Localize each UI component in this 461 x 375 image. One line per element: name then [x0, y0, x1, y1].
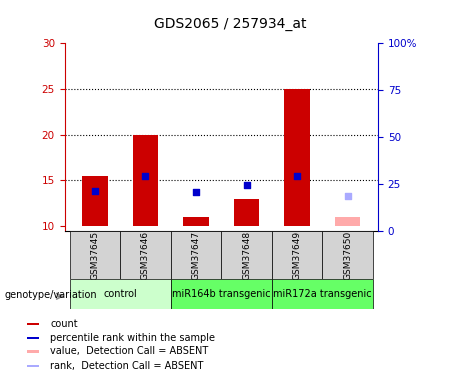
- Bar: [335, 217, 361, 226]
- Point: [91, 188, 99, 194]
- Text: value,  Detection Call = ABSENT: value, Detection Call = ABSENT: [50, 346, 208, 357]
- Bar: [27, 350, 39, 352]
- Bar: [171, 279, 272, 309]
- Bar: [221, 231, 272, 279]
- Text: GSM37646: GSM37646: [141, 230, 150, 280]
- Bar: [133, 135, 158, 226]
- Text: rank,  Detection Call = ABSENT: rank, Detection Call = ABSENT: [50, 361, 204, 371]
- Bar: [27, 337, 39, 339]
- Text: GSM37649: GSM37649: [293, 230, 301, 280]
- Text: GSM37648: GSM37648: [242, 230, 251, 280]
- Point: [294, 173, 301, 179]
- Point: [344, 193, 351, 199]
- Bar: [322, 231, 373, 279]
- Bar: [171, 231, 221, 279]
- Text: control: control: [103, 290, 137, 299]
- Bar: [27, 323, 39, 326]
- Bar: [284, 89, 310, 226]
- Text: GSM37647: GSM37647: [191, 230, 201, 280]
- Text: percentile rank within the sample: percentile rank within the sample: [50, 333, 215, 343]
- Bar: [272, 231, 322, 279]
- Text: GDS2065 / 257934_at: GDS2065 / 257934_at: [154, 17, 307, 31]
- Point: [142, 173, 149, 179]
- Text: miR164b transgenic: miR164b transgenic: [172, 290, 271, 299]
- Bar: [120, 231, 171, 279]
- Bar: [234, 199, 259, 226]
- Text: miR172a transgenic: miR172a transgenic: [273, 290, 372, 299]
- Bar: [70, 279, 171, 309]
- Bar: [70, 231, 120, 279]
- Bar: [27, 364, 39, 367]
- Bar: [272, 279, 373, 309]
- Point: [192, 189, 200, 195]
- Text: GSM37645: GSM37645: [90, 230, 100, 280]
- Point: [243, 182, 250, 188]
- Bar: [183, 217, 209, 226]
- Text: GSM37650: GSM37650: [343, 230, 352, 280]
- Bar: [82, 176, 107, 226]
- Text: count: count: [50, 319, 78, 329]
- Text: genotype/variation: genotype/variation: [5, 290, 97, 300]
